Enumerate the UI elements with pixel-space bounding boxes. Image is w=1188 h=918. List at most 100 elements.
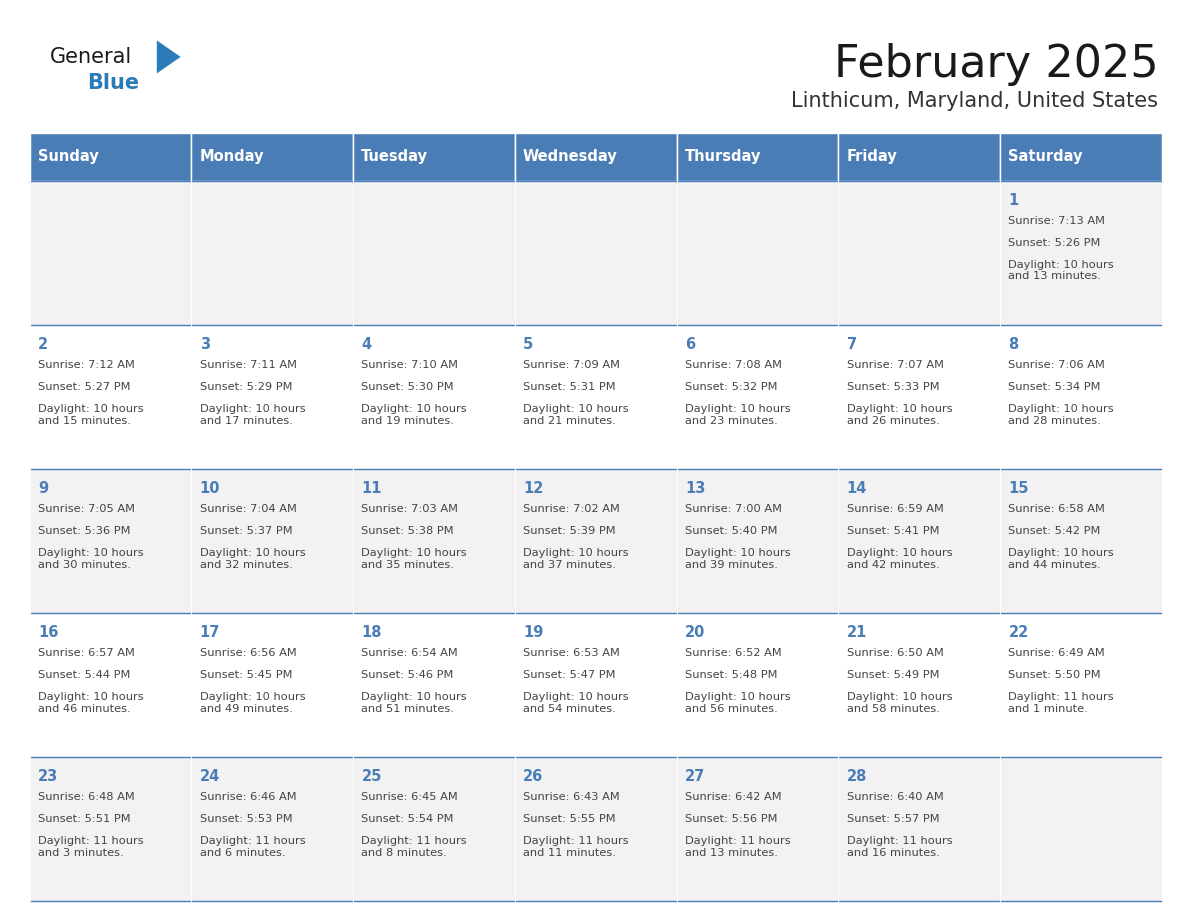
Text: 25: 25 [361, 769, 381, 784]
Bar [30, 325, 191, 469]
Text: Saturday: Saturday [1009, 150, 1082, 164]
Text: Sunrise: 7:02 AM: Sunrise: 7:02 AM [523, 504, 620, 514]
Text: Sunset: 5:26 PM: Sunset: 5:26 PM [1009, 238, 1101, 248]
Bar [30, 133, 191, 181]
Text: Sunrise: 6:56 AM: Sunrise: 6:56 AM [200, 648, 297, 658]
Bar [353, 469, 514, 613]
Text: Sunset: 5:47 PM: Sunset: 5:47 PM [523, 670, 615, 680]
Text: Daylight: 11 hours
and 1 minute.: Daylight: 11 hours and 1 minute. [1009, 692, 1114, 714]
Bar [677, 469, 839, 613]
Text: Daylight: 10 hours
and 58 minutes.: Daylight: 10 hours and 58 minutes. [847, 692, 953, 714]
Text: Sunset: 5:41 PM: Sunset: 5:41 PM [847, 526, 940, 536]
Text: Friday: Friday [847, 150, 897, 164]
Bar [353, 757, 514, 901]
Bar [1000, 469, 1162, 613]
Text: 2: 2 [38, 337, 49, 352]
Text: Sunrise: 7:00 AM: Sunrise: 7:00 AM [685, 504, 782, 514]
Text: Daylight: 11 hours
and 16 minutes.: Daylight: 11 hours and 16 minutes. [847, 836, 953, 858]
Text: Sunrise: 6:54 AM: Sunrise: 6:54 AM [361, 648, 459, 658]
Text: Daylight: 11 hours
and 6 minutes.: Daylight: 11 hours and 6 minutes. [200, 836, 305, 858]
Bar [30, 757, 191, 901]
Text: Sunset: 5:50 PM: Sunset: 5:50 PM [1009, 670, 1101, 680]
Text: Sunset: 5:46 PM: Sunset: 5:46 PM [361, 670, 454, 680]
Text: Daylight: 10 hours
and 56 minutes.: Daylight: 10 hours and 56 minutes. [685, 692, 790, 714]
Bar [677, 613, 839, 757]
Text: Sunset: 5:30 PM: Sunset: 5:30 PM [361, 382, 454, 392]
Text: Sunset: 5:34 PM: Sunset: 5:34 PM [1009, 382, 1101, 392]
Text: Sunrise: 7:05 AM: Sunrise: 7:05 AM [38, 504, 135, 514]
Bar [1000, 325, 1162, 469]
Text: Daylight: 10 hours
and 35 minutes.: Daylight: 10 hours and 35 minutes. [361, 548, 467, 570]
Bar [353, 613, 514, 757]
Bar [839, 757, 1000, 901]
Text: Monday: Monday [200, 150, 264, 164]
Text: Daylight: 10 hours
and 15 minutes.: Daylight: 10 hours and 15 minutes. [38, 404, 144, 426]
Text: 15: 15 [1009, 481, 1029, 496]
Text: Sunrise: 7:07 AM: Sunrise: 7:07 AM [847, 360, 943, 370]
Text: Sunset: 5:56 PM: Sunset: 5:56 PM [685, 814, 777, 824]
Text: 28: 28 [847, 769, 867, 784]
Text: Daylight: 10 hours
and 42 minutes.: Daylight: 10 hours and 42 minutes. [847, 548, 953, 570]
Bar [191, 613, 353, 757]
Text: Sunset: 5:27 PM: Sunset: 5:27 PM [38, 382, 131, 392]
Text: Daylight: 10 hours
and 23 minutes.: Daylight: 10 hours and 23 minutes. [685, 404, 790, 426]
Text: Sunset: 5:33 PM: Sunset: 5:33 PM [847, 382, 940, 392]
Text: 17: 17 [200, 625, 220, 640]
Text: Sunrise: 7:06 AM: Sunrise: 7:06 AM [1009, 360, 1105, 370]
Bar [677, 133, 839, 181]
Text: Daylight: 10 hours
and 17 minutes.: Daylight: 10 hours and 17 minutes. [200, 404, 305, 426]
Text: Sunset: 5:42 PM: Sunset: 5:42 PM [1009, 526, 1101, 536]
Bar [191, 469, 353, 613]
Bar [839, 613, 1000, 757]
Text: 27: 27 [685, 769, 706, 784]
Text: Sunrise: 6:59 AM: Sunrise: 6:59 AM [847, 504, 943, 514]
Bar [191, 325, 353, 469]
Bar [353, 325, 514, 469]
Text: Sunset: 5:39 PM: Sunset: 5:39 PM [523, 526, 615, 536]
Text: Daylight: 10 hours
and 51 minutes.: Daylight: 10 hours and 51 minutes. [361, 692, 467, 714]
Text: Daylight: 11 hours
and 3 minutes.: Daylight: 11 hours and 3 minutes. [38, 836, 144, 858]
Bar [1000, 613, 1162, 757]
Text: Sunrise: 6:49 AM: Sunrise: 6:49 AM [1009, 648, 1105, 658]
Text: Sunrise: 7:11 AM: Sunrise: 7:11 AM [200, 360, 297, 370]
Text: Sunrise: 6:40 AM: Sunrise: 6:40 AM [847, 792, 943, 802]
Text: Daylight: 11 hours
and 11 minutes.: Daylight: 11 hours and 11 minutes. [523, 836, 628, 858]
Text: 11: 11 [361, 481, 383, 496]
Text: Sunrise: 6:43 AM: Sunrise: 6:43 AM [523, 792, 620, 802]
Bar [30, 469, 191, 613]
Bar [839, 469, 1000, 613]
Bar [514, 469, 677, 613]
Text: Sunset: 5:49 PM: Sunset: 5:49 PM [847, 670, 940, 680]
Bar [353, 133, 514, 181]
Bar [30, 181, 191, 325]
Text: Daylight: 11 hours
and 13 minutes.: Daylight: 11 hours and 13 minutes. [685, 836, 790, 858]
Text: 7: 7 [847, 337, 857, 352]
Bar [839, 325, 1000, 469]
Text: Daylight: 10 hours
and 19 minutes.: Daylight: 10 hours and 19 minutes. [361, 404, 467, 426]
Text: Sunset: 5:48 PM: Sunset: 5:48 PM [685, 670, 777, 680]
Text: 16: 16 [38, 625, 58, 640]
Text: Sunrise: 6:58 AM: Sunrise: 6:58 AM [1009, 504, 1105, 514]
Text: Sunrise: 7:04 AM: Sunrise: 7:04 AM [200, 504, 297, 514]
Text: 14: 14 [847, 481, 867, 496]
Text: Sunset: 5:36 PM: Sunset: 5:36 PM [38, 526, 131, 536]
Text: Daylight: 10 hours
and 37 minutes.: Daylight: 10 hours and 37 minutes. [523, 548, 628, 570]
Text: Daylight: 10 hours
and 28 minutes.: Daylight: 10 hours and 28 minutes. [1009, 404, 1114, 426]
Bar [30, 613, 191, 757]
Text: 6: 6 [685, 337, 695, 352]
Text: Sunset: 5:51 PM: Sunset: 5:51 PM [38, 814, 131, 824]
Text: Sunset: 5:45 PM: Sunset: 5:45 PM [200, 670, 292, 680]
Text: Sunset: 5:31 PM: Sunset: 5:31 PM [523, 382, 615, 392]
Text: 12: 12 [523, 481, 544, 496]
Text: Sunrise: 7:10 AM: Sunrise: 7:10 AM [361, 360, 459, 370]
Polygon shape [157, 40, 181, 73]
Bar [191, 757, 353, 901]
Bar [514, 757, 677, 901]
Text: Wednesday: Wednesday [523, 150, 618, 164]
Text: Daylight: 10 hours
and 30 minutes.: Daylight: 10 hours and 30 minutes. [38, 548, 144, 570]
Text: Sunset: 5:54 PM: Sunset: 5:54 PM [361, 814, 454, 824]
Text: Tuesday: Tuesday [361, 150, 428, 164]
Text: Sunset: 5:55 PM: Sunset: 5:55 PM [523, 814, 615, 824]
Text: Sunrise: 6:57 AM: Sunrise: 6:57 AM [38, 648, 135, 658]
Text: February 2025: February 2025 [834, 43, 1158, 85]
